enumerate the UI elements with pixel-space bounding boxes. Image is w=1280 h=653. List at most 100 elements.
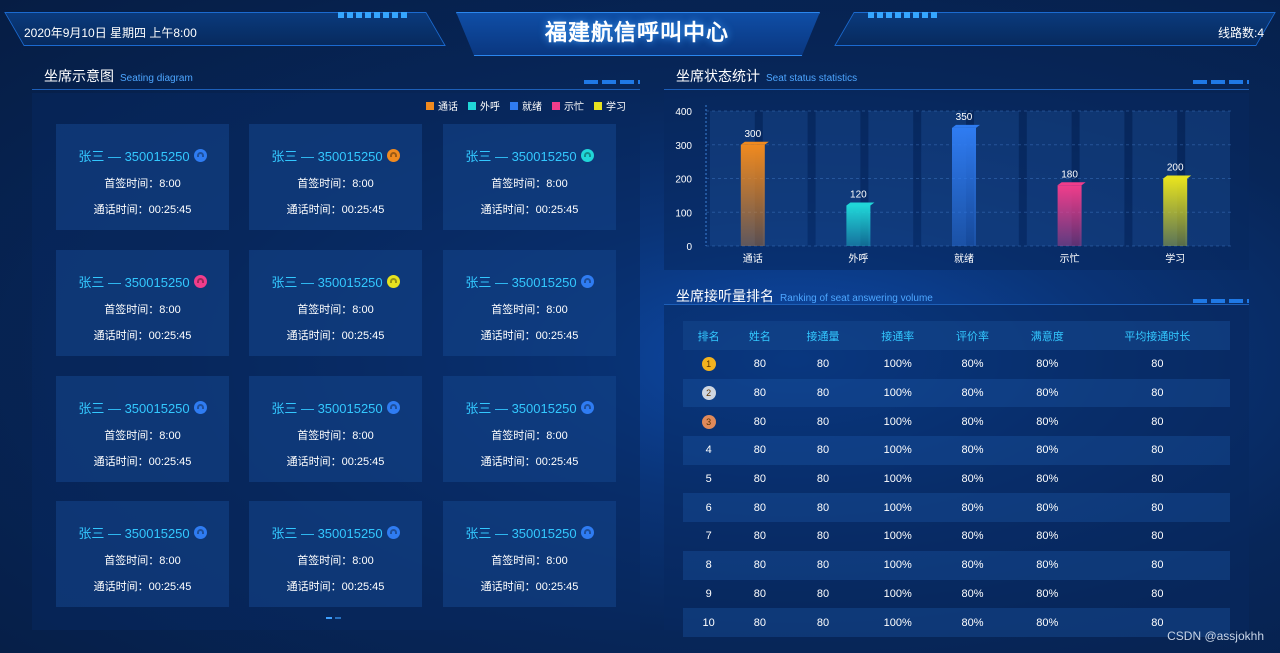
- table-row[interactable]: 1 80 80 100% 80% 80% 80: [683, 350, 1230, 379]
- seat-card[interactable]: 张三 — 350015250 首签时间：8:00 通话时间：00:25:45: [443, 501, 616, 607]
- seat-name: 张三 — 350015250: [465, 149, 577, 164]
- title-frame: [456, 12, 820, 56]
- seat-panel-divider: [32, 89, 640, 90]
- seat-name: 张三 — 350015250: [465, 401, 577, 416]
- header-right-stripes: [868, 12, 938, 18]
- bar-top: [846, 202, 875, 206]
- bar-value-label: 300: [744, 129, 761, 140]
- table-cell: 80%: [1036, 587, 1059, 600]
- header-left-stripes: [338, 12, 408, 18]
- column-header[interactable]: 平均接通时长: [1084, 321, 1230, 350]
- x-tick-label: 学习: [1165, 252, 1185, 265]
- status-panel-title-en: Seat status statistics: [766, 73, 858, 84]
- table-cell: 80: [816, 530, 830, 543]
- seat-panel-corner: [584, 80, 640, 84]
- seat-card[interactable]: 张三 — 350015250 首签时间：8:00 通话时间：00:25:45: [56, 250, 229, 356]
- table-cell: 80%: [1009, 608, 1085, 637]
- table-row[interactable]: 3 80 80 100% 80% 80% 80: [683, 407, 1230, 436]
- table-cell: 80%: [935, 608, 1010, 637]
- legend-label: 示忙: [564, 102, 584, 113]
- table-cell: 100%: [860, 493, 936, 523]
- table-cell: 80: [734, 550, 786, 580]
- table-cell: 80: [785, 378, 861, 408]
- table-cell: 6: [683, 493, 735, 523]
- seat-card[interactable]: 张三 — 350015250 首签时间：8:00 通话时间：00:25:45: [443, 124, 616, 230]
- legend-label: 就绪: [522, 102, 542, 113]
- column-header[interactable]: 满意度: [1009, 321, 1085, 350]
- sign-time: 首签时间：8:00: [104, 304, 181, 316]
- seat-card[interactable]: 张三 — 350015250 首签时间：8:00 通话时间：00:25:45: [56, 501, 229, 607]
- column-header[interactable]: 排名: [683, 321, 735, 350]
- rank-panel-corner: [1193, 299, 1249, 303]
- headset-icon: [193, 526, 207, 539]
- table-cell: 80: [785, 608, 861, 637]
- column-header[interactable]: 接通率: [860, 321, 936, 350]
- x-tick-label: 就绪: [954, 252, 974, 265]
- seat-name: 张三 — 350015250: [78, 275, 190, 290]
- seat-card[interactable]: 张三 — 350015250 首签时间：8:00 通话时间：00:25:45: [443, 250, 616, 356]
- table-cell: 80: [753, 473, 767, 486]
- table-cell: 80: [1084, 550, 1230, 580]
- headset-icon: [580, 526, 594, 539]
- table-cell: 80: [753, 587, 767, 600]
- status-panel-title-text: 坐席状态统计: [676, 68, 760, 84]
- column-header[interactable]: 姓名: [734, 321, 786, 350]
- table-row[interactable]: 6 80 80 100% 80% 80% 80: [683, 493, 1230, 523]
- bar: [1057, 185, 1082, 246]
- table-cell: 100%: [883, 587, 912, 600]
- bar-value-label: 120: [850, 190, 867, 201]
- seat-card[interactable]: 张三 — 350015250 首签时间：8:00 通话时间：00:25:45: [249, 501, 422, 607]
- table-cell: 80: [1084, 493, 1230, 523]
- table-row[interactable]: 4 80 80 100% 80% 80% 80: [683, 436, 1230, 465]
- rank-panel-title-text: 坐席接听量排名: [676, 288, 774, 304]
- table-cell: 80%: [1009, 493, 1085, 523]
- table-cell: 100%: [883, 415, 912, 428]
- table-row[interactable]: 10 80 80 100% 80% 80% 80: [683, 608, 1230, 637]
- seat-card[interactable]: 张三 — 350015250 首签时间：8:00 通话时间：00:25:45: [443, 376, 616, 482]
- table-cell: 80%: [935, 436, 1010, 465]
- x-tick-label: 外呼: [848, 253, 868, 265]
- seat-card[interactable]: 张三 — 350015250 首签时间：8:00 通话时间：00:25:45: [249, 250, 422, 356]
- seat-pager[interactable]: [326, 617, 341, 619]
- y-tick-label: 400: [675, 107, 692, 118]
- seat-card[interactable]: 张三 — 350015250 首签时间：8:00 通话时间：00:25:45: [249, 376, 422, 482]
- bar: [952, 127, 976, 246]
- headset-icon: [193, 275, 207, 288]
- table-row[interactable]: 7 80 80 100% 80% 80% 80: [683, 522, 1230, 551]
- rank-panel-title: 坐席接听量排名 Ranking of seat answering volume: [676, 286, 933, 306]
- sign-time: 首签时间：8:00: [491, 430, 568, 442]
- sign-time: 首签时间：8:00: [104, 178, 181, 190]
- datetime-label: 2020年9月10日 星期四 上午8:00: [24, 26, 197, 40]
- table-row[interactable]: 9 80 80 100% 80% 80% 80: [683, 580, 1230, 609]
- seat-name: 张三 — 350015250: [271, 275, 383, 290]
- table-cell: 80: [816, 473, 830, 486]
- seat-name: 张三 — 350015250: [271, 149, 383, 164]
- table-row[interactable]: 8 80 80 100% 80% 80% 80: [683, 550, 1230, 580]
- table-cell: 100%: [860, 436, 936, 465]
- table-cell: 80%: [1009, 550, 1085, 580]
- table-cell: 80%: [1036, 415, 1059, 428]
- table-cell: 80%: [1036, 473, 1059, 486]
- rank-medal-cell: 1: [683, 350, 734, 379]
- column-header[interactable]: 评价率: [935, 321, 1010, 350]
- table-cell: 80%: [1009, 378, 1085, 408]
- table-cell: 80: [816, 587, 830, 600]
- chart-bg-column: [1079, 111, 1125, 246]
- table-cell: 80: [753, 530, 767, 543]
- table-row[interactable]: 5 80 80 100% 80% 80% 80: [683, 465, 1230, 494]
- table-cell: 80%: [961, 530, 984, 543]
- table-cell: 80%: [1036, 530, 1059, 543]
- column-header[interactable]: 接通量: [785, 321, 861, 350]
- sign-time: 首签时间：8:00: [104, 430, 181, 442]
- table-cell: 100%: [883, 358, 912, 371]
- table-cell: 80: [816, 415, 830, 428]
- table-cell: 80%: [961, 358, 984, 371]
- seat-card[interactable]: 张三 — 350015250 首签时间：8:00 通话时间：00:25:45: [56, 376, 229, 482]
- table-row[interactable]: 2 80 80 100% 80% 80% 80: [683, 378, 1230, 408]
- table-cell: 80: [1151, 530, 1164, 543]
- seat-card[interactable]: 张三 — 350015250 首签时间：8:00 通话时间：00:25:45: [56, 124, 229, 230]
- status-panel-corner: [1193, 80, 1249, 84]
- seat-card[interactable]: 张三 — 350015250 首签时间：8:00 通话时间：00:25:45: [249, 124, 422, 230]
- table-cell: 80%: [961, 587, 984, 600]
- rank-table-header: 排名 姓名 接通量 接通率 评价率 满意度 平均接通时长: [683, 321, 1230, 350]
